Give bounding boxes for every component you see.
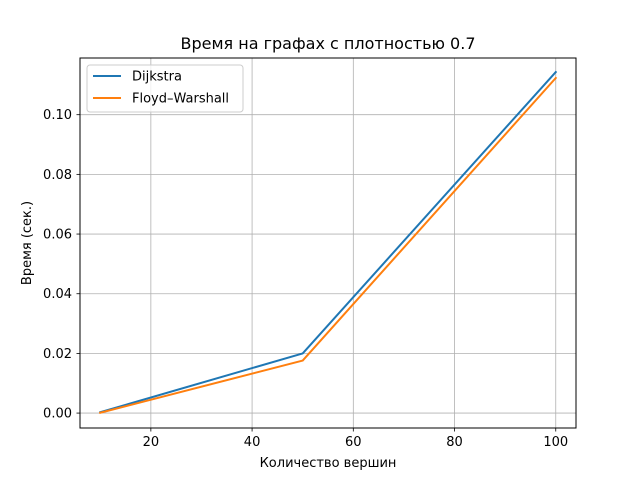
x-axis-label: Количество вершин (260, 456, 397, 471)
x-tick-label: 40 (244, 435, 261, 450)
y-axis-ticks: 0.00 0.02 0.04 0.06 0.08 0.10 (43, 108, 80, 422)
x-tick-label: 100 (543, 435, 568, 450)
x-tick-label: 80 (446, 435, 463, 450)
y-tick-label: 0.10 (43, 108, 72, 123)
series-lines (99, 70, 558, 414)
y-tick-label: 0.06 (43, 228, 72, 243)
legend-label-0: Dijkstra (132, 70, 182, 85)
series-line-1 (99, 76, 558, 414)
y-tick-label: 0.00 (43, 407, 72, 422)
y-tick-label: 0.02 (43, 347, 72, 362)
grid (80, 58, 576, 428)
y-tick-label: 0.04 (43, 287, 72, 302)
legend: Dijkstra Floyd–Warshall (86, 64, 244, 113)
y-tick-label: 0.08 (43, 168, 72, 183)
y-axis-label: Время (сек.) (20, 201, 35, 285)
chart-title: Время на графах с плотностью 0.7 (181, 34, 476, 53)
series-line-0 (99, 70, 558, 414)
legend-label-1: Floyd–Warshall (132, 92, 229, 107)
legend-box (86, 64, 244, 113)
plot-frame (79, 57, 577, 429)
x-tick-label: 20 (143, 435, 160, 450)
x-axis-ticks: 20 40 60 80 100 (143, 428, 568, 450)
x-tick-label: 60 (345, 435, 362, 450)
